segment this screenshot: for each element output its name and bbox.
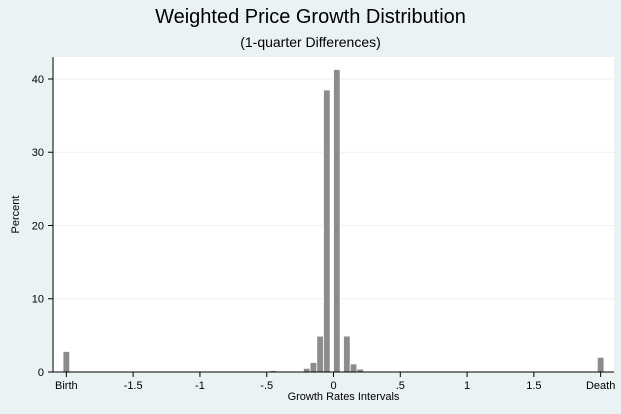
bar: [316, 335, 324, 373]
bar: [333, 69, 341, 373]
bar: [349, 363, 358, 373]
y-tick-label: 0: [38, 367, 44, 379]
x-tick-label: Birth: [55, 380, 78, 392]
x-tick-label: .5: [396, 380, 405, 392]
x-tick-label: -1.5: [124, 380, 143, 392]
x-tick-label: Death: [586, 380, 615, 392]
x-tick-label: 1.5: [526, 380, 541, 392]
x-axis-title: Growth Rates Intervals: [288, 391, 400, 403]
y-tick-label: 30: [32, 147, 44, 159]
bar: [309, 362, 318, 373]
bar: [323, 89, 331, 373]
y-tick-label: 10: [32, 294, 44, 306]
chart-subtitle: (1-quarter Differences): [240, 34, 381, 50]
y-tick-label: 20: [32, 220, 44, 232]
x-tick-label: -.5: [260, 380, 273, 392]
x-tick-label: -1: [195, 380, 205, 392]
y-axis-title: Percent: [10, 196, 22, 234]
y-tick-label: 40: [32, 74, 44, 86]
bar: [303, 367, 311, 373]
bar: [343, 335, 351, 373]
x-tick-label: 1: [464, 380, 470, 392]
bar: [62, 351, 71, 373]
chart-title: Weighted Price Growth Distribution: [155, 6, 466, 28]
bar: [596, 356, 605, 373]
x-tick-label: 0: [330, 380, 336, 392]
